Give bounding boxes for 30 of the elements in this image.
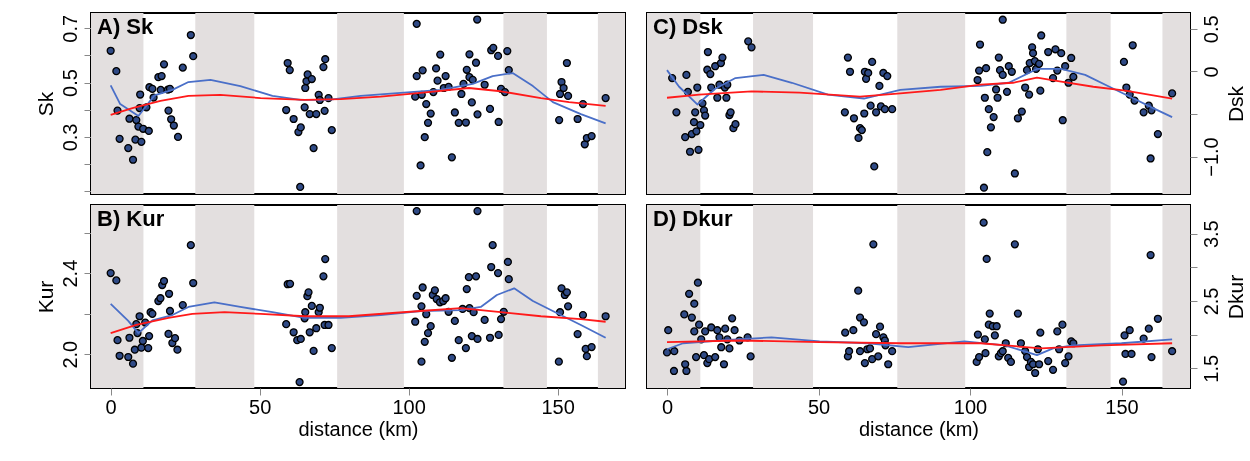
- x-axis-title: distance (km): [298, 417, 419, 440]
- y2-tick-label: 3.5: [1199, 220, 1222, 249]
- chart-title: C) Dsk: [653, 14, 724, 39]
- x-tick-label: 0: [661, 395, 674, 418]
- y-axis-title: Sk: [33, 91, 57, 117]
- y-tick-label: 2.0: [58, 340, 81, 369]
- line-series: [109, 287, 607, 339]
- y-tick-label: 0.7: [58, 14, 81, 43]
- y2-tick-label: 2.5: [1199, 287, 1222, 316]
- x-tick-label: 50: [807, 395, 831, 418]
- y-axis-title: Kur: [33, 280, 57, 314]
- chart-title: A) Sk: [97, 14, 154, 39]
- chart-title: D) Dkur: [653, 206, 733, 231]
- y2-tick-label: 0.5: [1199, 15, 1222, 44]
- chart-title: B) Kur: [97, 206, 165, 231]
- x-tick-label: 0: [105, 395, 117, 418]
- y2-axis-title: Dkur: [1223, 274, 1247, 320]
- x-tick-label: 150: [1105, 395, 1139, 418]
- x-tick-label: 50: [249, 395, 272, 418]
- x-tick-label: 100: [953, 395, 988, 418]
- x-tick-label: 150: [541, 395, 575, 418]
- y-tick-label: 0.5: [58, 69, 81, 97]
- y2-tick-label: 1.5: [1199, 354, 1222, 383]
- y-tick-label: 0.3: [58, 123, 81, 152]
- y2-axis-title: Dsk: [1223, 85, 1247, 123]
- y2-tick-label: 0: [1199, 66, 1222, 78]
- y-tick-label: 2.4: [58, 259, 81, 288]
- x-tick-label: 100: [392, 395, 426, 418]
- x-axis-title: distance (km): [858, 417, 980, 440]
- y2-tick-label: −1.0: [1199, 137, 1222, 177]
